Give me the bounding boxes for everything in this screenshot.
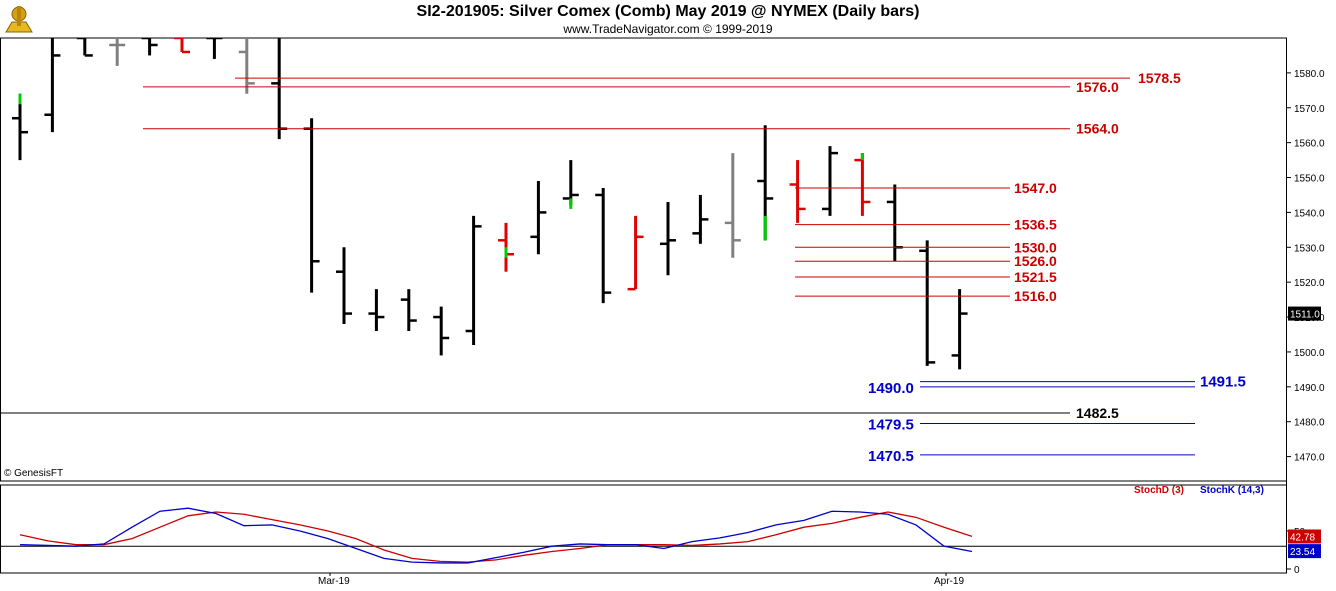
stochk-value-box — [1288, 544, 1321, 559]
price-bars-group — [12, 38, 968, 370]
level-label: 1536.5 — [1014, 217, 1057, 233]
stochd-value-box — [1288, 529, 1321, 544]
level-label: 1470.5 — [868, 448, 914, 465]
y-tick-label: 1570.0 — [1294, 104, 1325, 115]
level-label: 1530.0 — [1014, 239, 1057, 255]
chart-title: SI2-201905: Silver Comex (Comb) May 2019… — [416, 3, 920, 20]
x-tick-label: Apr-19 — [934, 576, 964, 587]
last-price-box — [1288, 306, 1321, 321]
last-price-label: 1511.0 — [1290, 310, 1320, 321]
level-label: 1547.0 — [1014, 180, 1057, 196]
y-tick-label: 1530.0 — [1294, 243, 1325, 254]
price-panel-frame — [0, 37, 1287, 482]
y-tick-label: 1480.0 — [1294, 418, 1325, 429]
y-tick-label: 1520.0 — [1294, 278, 1325, 289]
level-label: 1564.0 — [1076, 121, 1119, 137]
copyright-label: © GenesisFT — [4, 468, 64, 479]
level-label: 1526.0 — [1014, 253, 1057, 269]
level-label: 1490.0 — [868, 380, 914, 397]
y-tick-label: 1490.0 — [1294, 383, 1325, 394]
stochd-line — [19, 511, 973, 563]
level-label: 1521.5 — [1014, 269, 1057, 285]
stochd-value-label: 42.78 — [1290, 532, 1315, 543]
trade-navigator-logo — [2, 2, 36, 36]
stochk-value-label: 23.54 — [1290, 547, 1315, 558]
y-tick-label: 1560.0 — [1294, 139, 1325, 150]
chart-subtitle: www.TradeNavigator.com © 1999-2019 — [563, 22, 773, 36]
x-tick-label: Mar-19 — [318, 576, 350, 587]
y-tick-label: 1540.0 — [1294, 208, 1325, 219]
level-label: 1578.5 — [1138, 70, 1181, 86]
y-tick-label: 1470.0 — [1294, 453, 1325, 464]
level-label: 1516.0 — [1014, 288, 1057, 304]
legend-stochd: StochD (3) — [1134, 485, 1184, 496]
y-tick-label: 1500.0 — [1294, 348, 1325, 359]
level-label: 1491.5 — [1200, 374, 1246, 391]
legend-stochk: StochK (14,3) — [1200, 485, 1264, 496]
stochk-line — [19, 507, 973, 564]
y-tick-label: 1580.0 — [1294, 69, 1325, 80]
osc-tick-label: 0 — [1294, 565, 1300, 576]
y-tick-label: 1550.0 — [1294, 174, 1325, 185]
level-label: 1479.5 — [868, 416, 914, 433]
level-label: 1482.5 — [1076, 405, 1119, 421]
level-label: 1576.0 — [1076, 79, 1119, 95]
oscillator-panel-frame — [0, 484, 1287, 574]
